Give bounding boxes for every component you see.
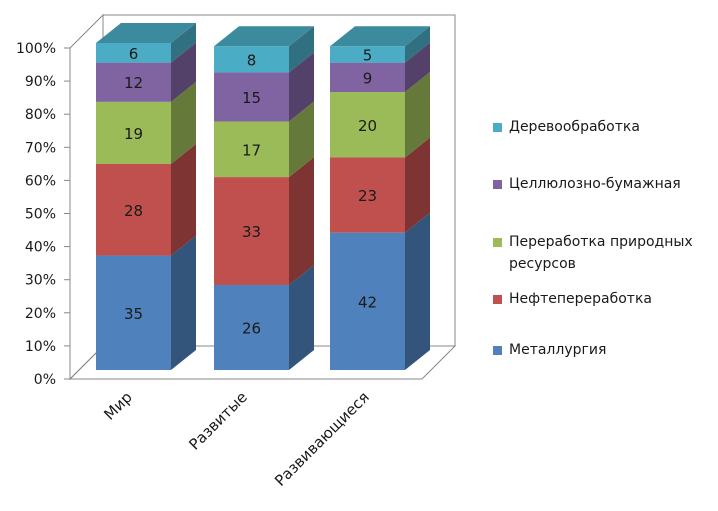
- bar-segment: [330, 46, 405, 63]
- floor: [68, 345, 457, 380]
- bar-segment: [214, 284, 289, 370]
- bar-segment: [330, 92, 405, 158]
- bar-stack: 42 23 20 9 5: [330, 26, 430, 370]
- bar-segment-side: [289, 101, 314, 178]
- y-tick-label: 50%: [25, 207, 56, 223]
- bar-top: [96, 23, 196, 43]
- bar-segment: [330, 232, 405, 370]
- bar-segment: [330, 157, 405, 233]
- bar-segment-side: [405, 26, 430, 63]
- bar-segment-side: [171, 23, 196, 63]
- data-label: 19: [124, 125, 143, 143]
- y-tick-label: 60%: [25, 173, 56, 189]
- legend-item: Переработка природных ресурсов: [493, 233, 715, 275]
- legend-swatch: [493, 295, 502, 304]
- bar-top: [330, 26, 430, 47]
- legend-label: Металлургия: [509, 342, 607, 358]
- x-tick-label: Мир: [100, 388, 136, 424]
- legend-swatch: [493, 180, 502, 189]
- data-label: 6: [129, 45, 139, 63]
- legend-label: Переработка природных ресурсов: [509, 234, 693, 272]
- data-label: 5: [363, 46, 373, 64]
- x-axis-labels: Мир Развитые Развивающиеся: [100, 388, 373, 490]
- y-tick-label: 40%: [25, 240, 56, 256]
- legend-item: Деревообработка: [493, 118, 640, 138]
- y-tick-label: 10%: [25, 339, 56, 355]
- data-label: 35: [124, 305, 143, 323]
- bar-segment-side: [405, 137, 430, 233]
- data-label: 20: [358, 117, 377, 135]
- bar-segment-side: [289, 52, 314, 122]
- bar-segment: [96, 101, 171, 164]
- legend-label: Нефтепереработка: [509, 291, 653, 307]
- bar-segment: [214, 72, 289, 122]
- x-tick-label: Развивающиеся: [271, 388, 373, 490]
- data-label: 26: [242, 319, 261, 337]
- legend-item: Металлургия: [493, 341, 606, 361]
- bar-segment-side: [171, 42, 196, 102]
- bar-segment: [214, 177, 289, 285]
- bar-segment-side: [289, 157, 314, 285]
- y-tick-label: 30%: [25, 273, 56, 289]
- y-tick-label: 90%: [25, 74, 56, 90]
- bar-segment: [96, 255, 171, 370]
- y-tick-label: 80%: [25, 107, 56, 123]
- bar-segment-side: [405, 212, 430, 370]
- data-label: 12: [124, 74, 143, 92]
- y-axis: 0% 10% 20% 30% 40% 50% 60% 70% 80% 90% 100%: [16, 41, 70, 388]
- y-tick-label: 70%: [25, 140, 56, 156]
- bar-segment-side: [171, 143, 196, 256]
- bar-segment: [214, 46, 289, 73]
- data-label: 15: [242, 89, 261, 107]
- legend-item: Целлюлозно-бумажная: [493, 175, 681, 195]
- legend-swatch: [493, 346, 502, 355]
- bar-segment-side: [289, 26, 314, 73]
- data-label: 8: [247, 51, 257, 69]
- bar-segment: [96, 62, 171, 102]
- bar-segment: [96, 163, 171, 256]
- bar-segment: [214, 121, 289, 178]
- bar-segment: [330, 62, 405, 93]
- x-tick-label: Развитые: [185, 388, 250, 453]
- bars: 35 28 19 12 6 26 33 17 15 8 42 23 20 9 5: [96, 23, 430, 370]
- bar-segment-side: [405, 72, 430, 158]
- bar-segment-side: [171, 81, 196, 164]
- bar-segment: [96, 43, 171, 63]
- data-label: 23: [358, 187, 377, 205]
- bar-segment-side: [171, 235, 196, 370]
- data-label: 42: [358, 293, 377, 311]
- legend-label: Целлюлозно-бумажная: [509, 176, 681, 192]
- data-label: 17: [242, 141, 261, 159]
- y-tick-label: 20%: [25, 306, 56, 322]
- bar-segment-side: [405, 42, 430, 93]
- bar-top: [214, 26, 314, 47]
- y-tick-label: 100%: [16, 41, 56, 57]
- data-label: 9: [363, 69, 373, 87]
- legend-swatch: [493, 123, 502, 132]
- data-label: 33: [242, 223, 261, 241]
- bar-stack: 35 28 19 12 6: [96, 23, 196, 370]
- bar-segment-side: [289, 264, 314, 370]
- bar-stack: 26 33 17 15 8: [214, 26, 314, 370]
- data-label: 28: [124, 202, 143, 220]
- legend-label: Деревообработка: [509, 119, 640, 135]
- legend-swatch: [493, 238, 502, 247]
- legend-item: Нефтепереработка: [493, 290, 652, 310]
- y-tick-label: 0%: [34, 372, 56, 388]
